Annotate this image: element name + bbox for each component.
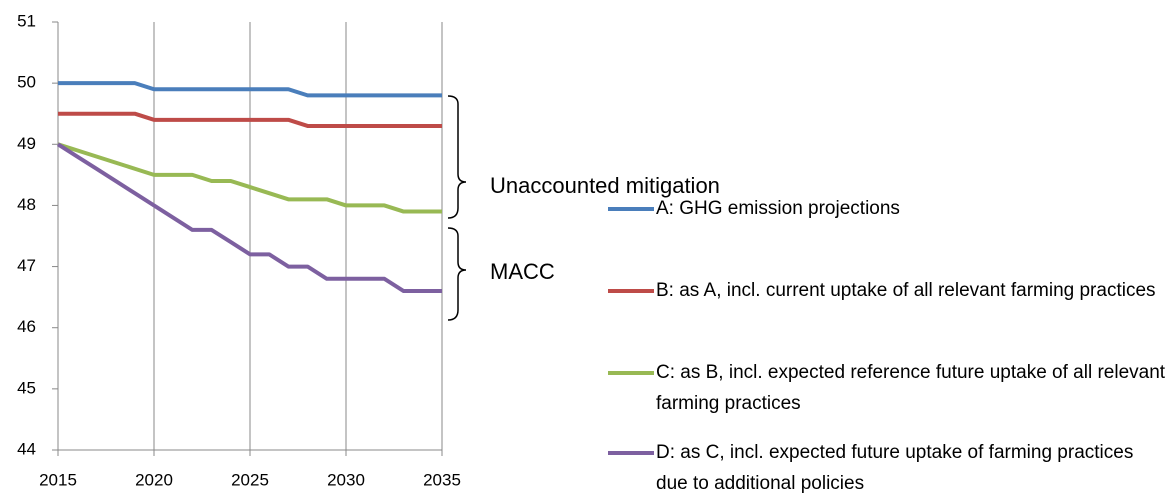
series-line xyxy=(56,142,442,294)
y-tick-label: 51 xyxy=(17,11,36,30)
x-tick-label: 2030 xyxy=(327,470,365,489)
y-tick-label: 46 xyxy=(17,317,36,336)
annotation: Unaccounted mitigation xyxy=(490,173,720,198)
y-tick-label: 50 xyxy=(17,73,36,92)
bracket xyxy=(447,95,467,219)
legend-label: D: as C, incl. expected future uptake of… xyxy=(656,442,1134,494)
series-line xyxy=(58,81,442,98)
legend-swatch xyxy=(608,207,654,211)
x-tick-label: 2025 xyxy=(231,470,269,489)
y-tick-label: 44 xyxy=(17,439,36,458)
y-tick-label: 47 xyxy=(17,256,36,275)
annotation: MACC xyxy=(490,259,555,284)
legend-label: B: as A, incl. current uptake of all rel… xyxy=(656,280,1156,301)
legend-swatch xyxy=(608,451,654,455)
x-tick-label: 2020 xyxy=(135,470,173,489)
x-tick-label: 2035 xyxy=(423,470,461,489)
legend-entry: D: as C, incl. expected future uptake of… xyxy=(608,437,1170,499)
y-tick-label: 48 xyxy=(17,195,36,214)
y-tick-label: 49 xyxy=(17,134,36,153)
legend-label: C: as B, incl. expected reference future… xyxy=(656,362,1166,414)
legend-entry: A: GHG emission projections xyxy=(608,193,1170,224)
legend-swatch xyxy=(608,371,654,375)
series-line xyxy=(57,142,442,214)
y-tick-label: 45 xyxy=(17,378,36,397)
series-line xyxy=(58,111,442,128)
legend-entry: C: as B, incl. expected reference future… xyxy=(608,357,1170,419)
bracket xyxy=(447,227,467,321)
x-tick-label: 2015 xyxy=(39,470,77,489)
legend-label: A: GHG emission projections xyxy=(656,198,900,219)
legend-entry: B: as A, incl. current uptake of all rel… xyxy=(608,275,1170,306)
legend-swatch xyxy=(608,289,654,293)
